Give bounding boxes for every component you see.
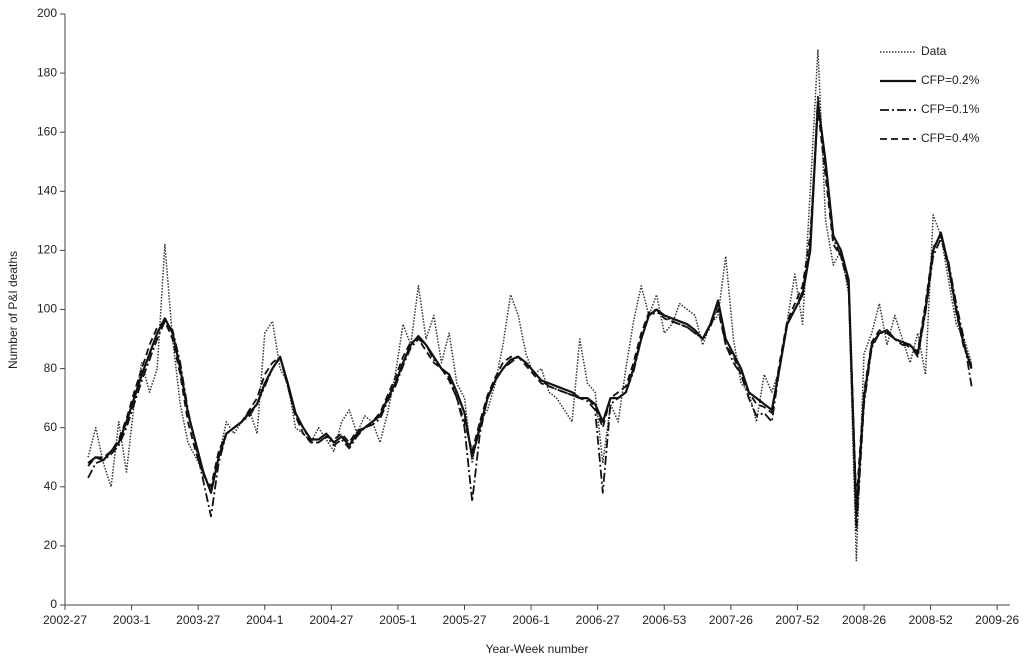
x-tick-label: 2002-27 [43, 613, 87, 627]
x-tick-label: 2006-53 [642, 613, 686, 627]
y-tick-label: 40 [44, 479, 58, 493]
x-tick-label: 2004-1 [246, 613, 284, 627]
y-tick-label: 200 [37, 6, 57, 20]
y-tick-label: 100 [37, 302, 57, 316]
x-tick-label: 2006-27 [576, 613, 620, 627]
y-axis-title: Number of P&I deaths [6, 251, 20, 369]
y-tick-label: 160 [37, 124, 57, 138]
legend-label: CFP=0.2% [921, 73, 980, 87]
x-tick-label: 2008-52 [909, 613, 953, 627]
y-tick-label: 60 [44, 420, 58, 434]
legend-label: CFP=0.1% [921, 102, 980, 116]
x-axis-title: Year-Week number [486, 642, 589, 656]
y-tick-label: 140 [37, 183, 57, 197]
x-tick-label: 2006-1 [512, 613, 550, 627]
series-line [87, 95, 973, 533]
y-tick-label: 0 [50, 597, 57, 611]
y-tick-label: 80 [44, 361, 58, 375]
x-tick-label: 2007-26 [709, 613, 753, 627]
x-tick-label: 2005-1 [379, 613, 417, 627]
y-tick-label: 20 [44, 538, 58, 552]
x-tick-label: 2007-52 [775, 613, 819, 627]
legend-label: Data [921, 44, 947, 58]
x-tick-label: 2004-27 [309, 613, 353, 627]
series-line [87, 107, 973, 503]
legend-label: CFP=0.4% [921, 131, 980, 145]
x-tick-label: 2008-26 [842, 613, 886, 627]
y-tick-label: 180 [37, 65, 57, 79]
x-tick-label: 2003-1 [113, 613, 151, 627]
series-line [87, 48, 973, 562]
x-tick-label: 2003-27 [176, 613, 220, 627]
x-tick-label: 2009-26 [975, 613, 1019, 627]
x-tick-label: 2005-27 [442, 613, 486, 627]
y-tick-label: 120 [37, 243, 57, 257]
